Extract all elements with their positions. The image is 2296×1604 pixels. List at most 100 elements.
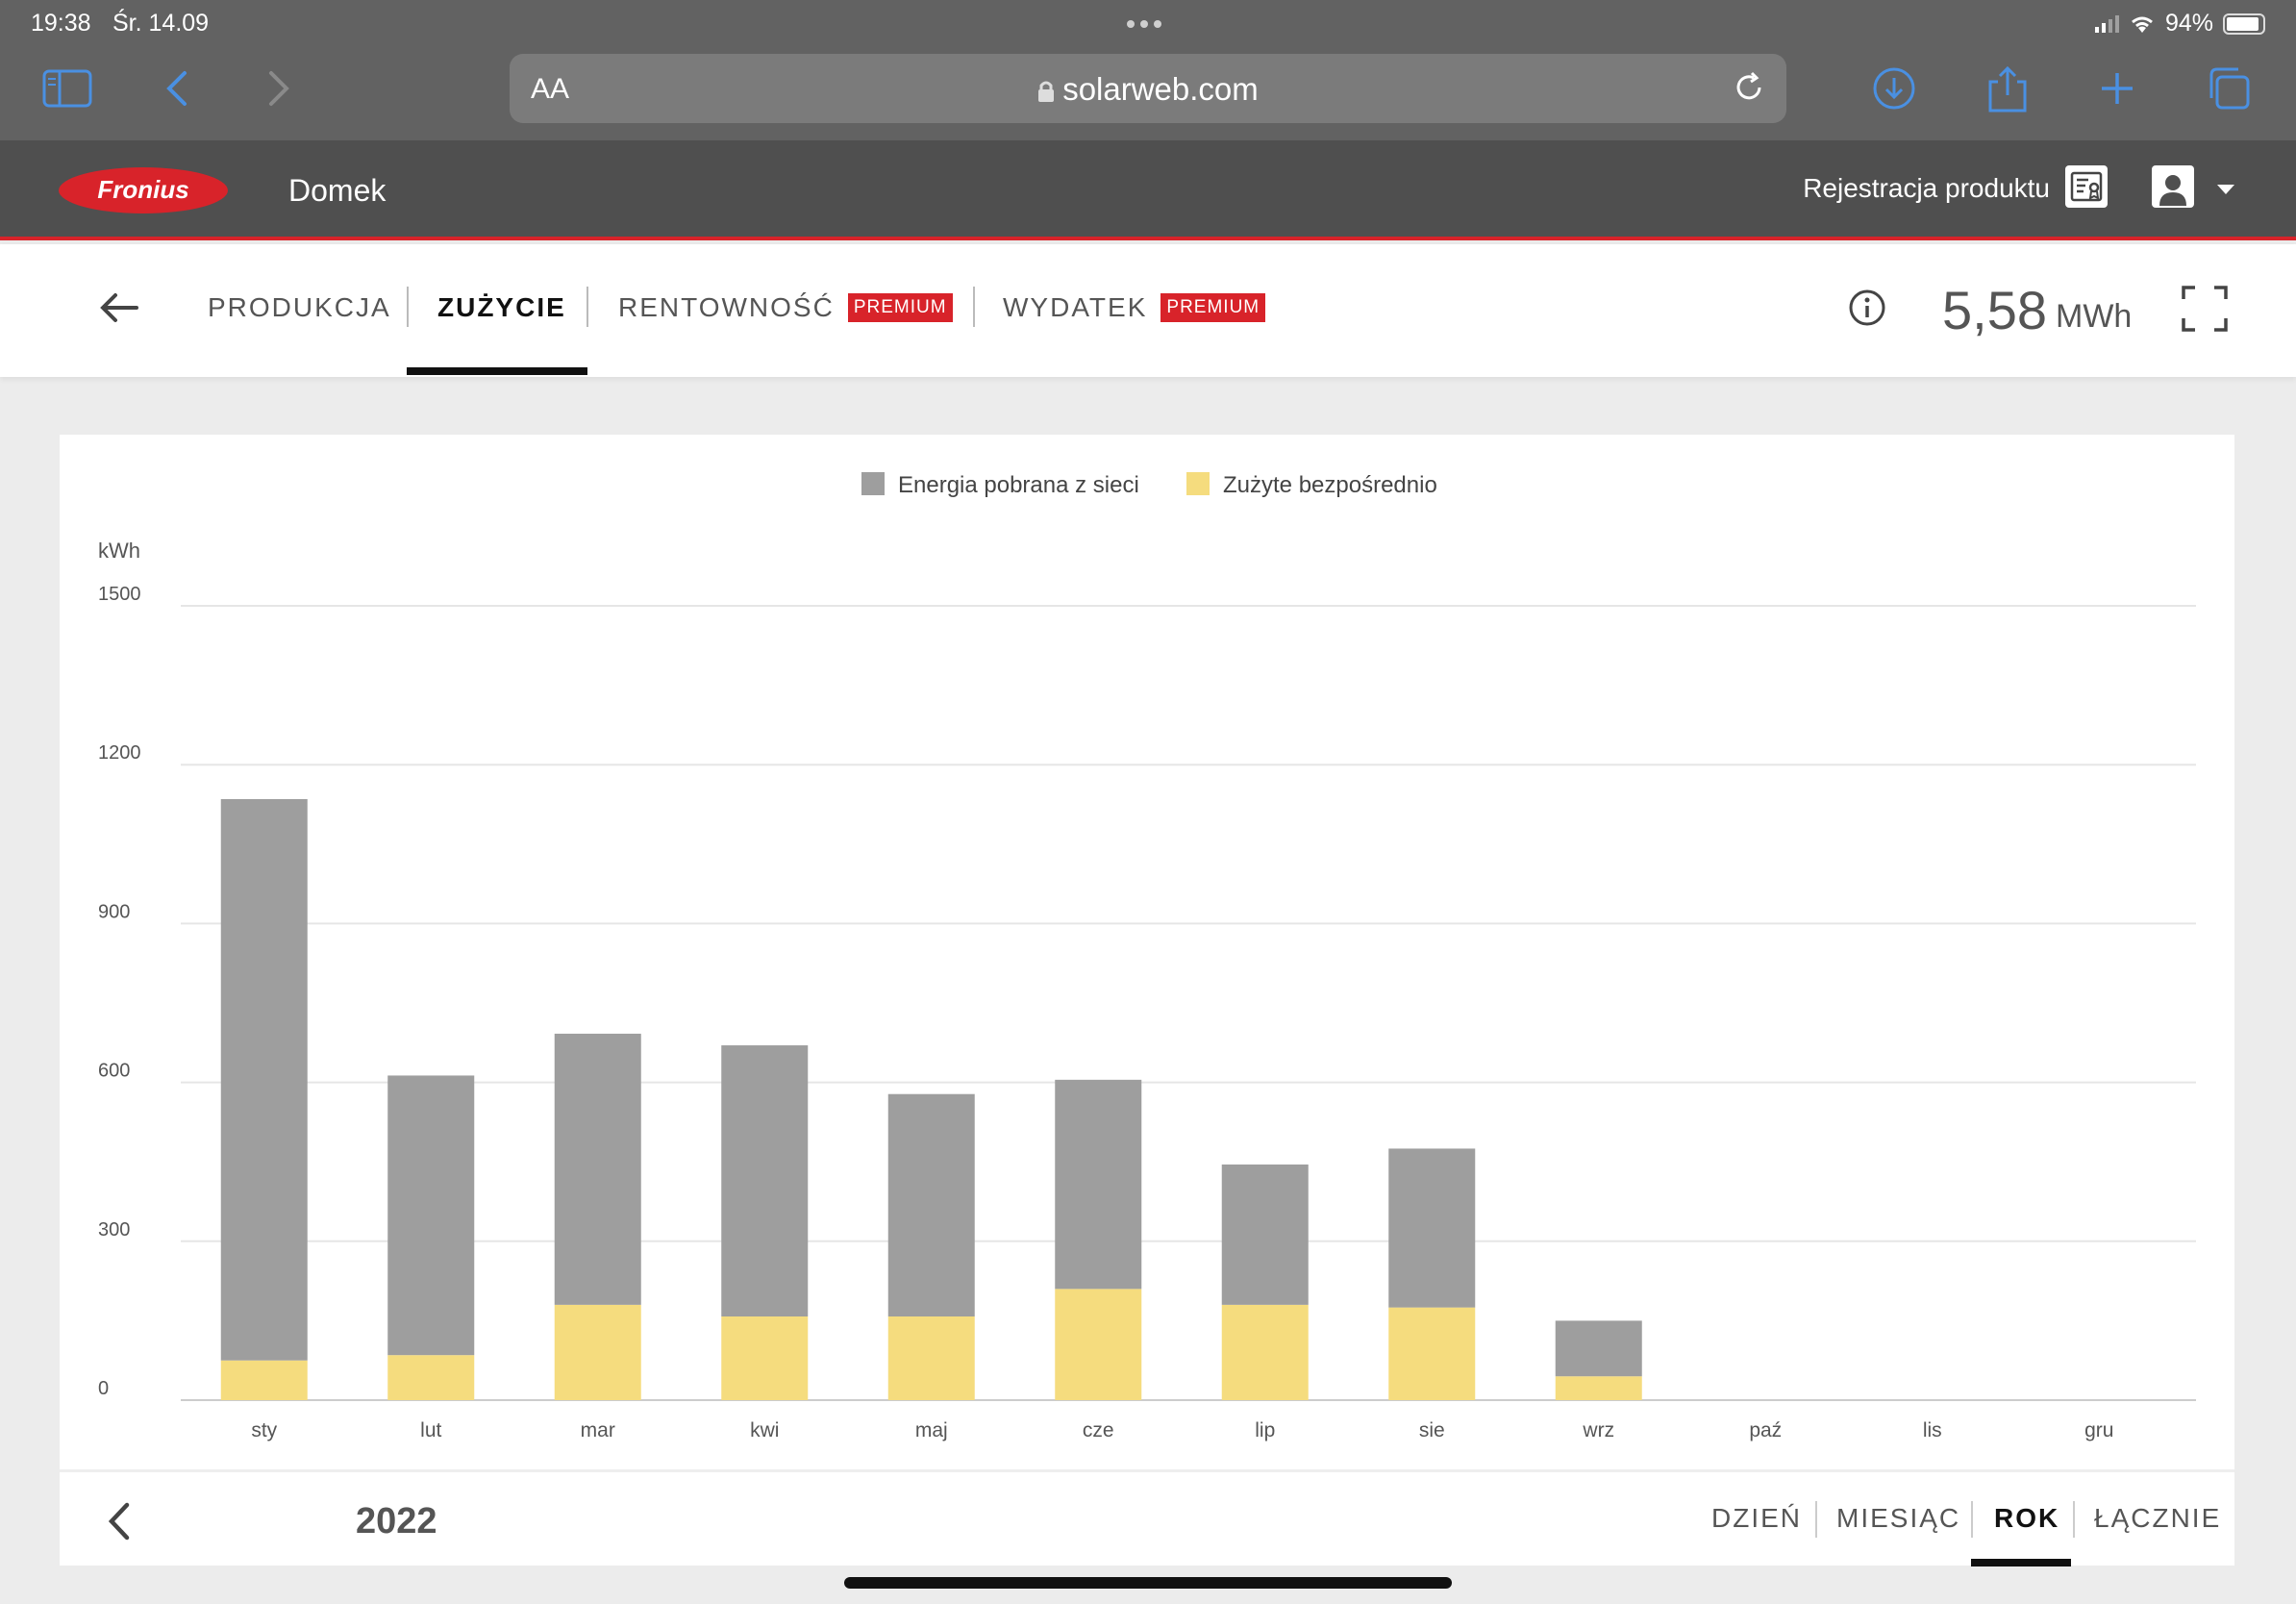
active-tab-underline (407, 367, 587, 375)
y-tick-label: 1200 (98, 742, 141, 764)
x-tick-label: maj (915, 1419, 948, 1441)
browser-back-icon[interactable] (150, 62, 204, 115)
reload-icon[interactable] (1731, 69, 1767, 106)
bar-segment-direct-use (387, 1355, 475, 1400)
wifi-icon (2132, 16, 2153, 33)
info-icon[interactable] (1848, 288, 1886, 327)
system-status: 94% (2094, 10, 2265, 38)
bar-segment-grid-import (387, 1075, 475, 1356)
tab-separator (973, 287, 975, 327)
bar-segment-grid-import (1555, 1320, 1642, 1377)
tab-separator (407, 287, 409, 327)
lock-icon (1038, 81, 1055, 103)
tab-wydatek[interactable]: WYDATEK PREMIUM (1003, 292, 1266, 323)
total-consumption-unit: MWh (2056, 298, 2133, 335)
x-tick-label: paź (1749, 1419, 1782, 1441)
x-tick-label: sty (251, 1419, 277, 1441)
period-miesiac[interactable]: MIESIĄC (1836, 1503, 1961, 1533)
tab-produkcja[interactable]: PRODUKCJA (208, 292, 391, 322)
fullscreen-icon[interactable] (2181, 285, 2229, 333)
bar-segment-grid-import (887, 1093, 975, 1316)
bar-segment-direct-use (887, 1316, 975, 1400)
back-arrow-icon[interactable] (94, 283, 144, 333)
bar-segment-direct-use (1388, 1307, 1476, 1400)
y-tick-label: 300 (98, 1219, 130, 1241)
x-tick-label: lip (1255, 1419, 1275, 1441)
legend-label: Energia pobrana z sieci (898, 472, 1139, 498)
url-text: solarweb.com (1062, 71, 1259, 107)
bar-segment-direct-use (721, 1316, 809, 1400)
tabs-overview-icon[interactable] (2202, 62, 2256, 115)
y-axis-unit-label: kWh (98, 539, 140, 563)
status-time: 19:38 (31, 10, 91, 37)
bar-segment-direct-use (554, 1304, 641, 1400)
legend-label: Zużyte bezpośrednio (1223, 472, 1437, 498)
bar-segment-direct-use (1221, 1304, 1309, 1400)
active-period-underline (1971, 1559, 2071, 1566)
bar-segment-grid-import (1221, 1164, 1309, 1305)
tab-wydatek-label: WYDATEK (1003, 292, 1148, 322)
selected-year: 2022 (356, 1501, 437, 1541)
browser-forward-icon[interactable] (252, 62, 306, 115)
user-avatar-icon[interactable] (2152, 165, 2194, 208)
new-tab-icon[interactable] (2090, 62, 2144, 115)
url-display[interactable]: solarweb.com (510, 71, 1786, 108)
cellular-signal-icon (2094, 14, 2119, 33)
period-lacznie[interactable]: ŁĄCZNIE (2094, 1503, 2222, 1533)
x-tick-label: kwi (750, 1419, 779, 1441)
downloads-icon[interactable] (1867, 62, 1921, 115)
tab-zuzycie[interactable]: ZUŻYCIE (437, 292, 566, 322)
product-registration-link[interactable]: Rejestracja produktu (1803, 173, 2050, 203)
text-size-button[interactable]: AA (531, 73, 570, 105)
address-bar[interactable]: AA solarweb.com (510, 54, 1786, 123)
tab-separator (586, 287, 588, 327)
certificate-icon[interactable] (2065, 165, 2108, 208)
period-dzien[interactable]: DZIEŃ (1711, 1503, 1802, 1533)
period-separator (2073, 1501, 2075, 1538)
browser-chrome: 19:38 Śr. 14.09 94% AA solarweb.com (0, 0, 2296, 140)
x-tick-label: mar (581, 1419, 615, 1441)
bar-segment-grid-import (554, 1033, 641, 1305)
period-separator (1971, 1501, 1973, 1538)
user-menu-caret-icon[interactable] (2217, 185, 2234, 194)
legend-swatch (861, 472, 885, 495)
bar-segment-grid-import (721, 1045, 809, 1316)
x-tick-label: cze (1083, 1419, 1114, 1441)
multitasking-dots-icon[interactable] (1127, 20, 1161, 28)
site-name[interactable]: Domek (288, 173, 387, 208)
tab-rentownosc-label: RENTOWNOŚĆ (618, 292, 835, 322)
x-tick-label: lut (420, 1419, 441, 1441)
share-icon[interactable] (1981, 62, 2034, 115)
fronius-logo[interactable]: Fronius (58, 166, 229, 214)
x-tick-label: lis (1923, 1419, 1942, 1441)
y-tick-label: 0 (98, 1378, 109, 1399)
consumption-chart: kWh 0 300 600 900 1200 1500 sty lut mar kwi maj cze l… (98, 472, 2196, 1441)
y-tick-label: 1500 (98, 584, 141, 605)
bar-segment-grid-import (220, 798, 308, 1361)
section-tab-bar: PRODUKCJA ZUŻYCIE RENTOWNOŚĆ PREMIUM WYDA… (0, 244, 2296, 377)
app-header: Fronius Domek Rejestracja produktu (0, 140, 2296, 240)
bar-segment-grid-import (1055, 1079, 1142, 1290)
bar-segment-direct-use (1555, 1376, 1642, 1400)
svg-text:Fronius: Fronius (97, 175, 188, 204)
y-tick-label: 900 (98, 901, 130, 922)
previous-period-icon[interactable] (96, 1497, 144, 1545)
chart-footer: 2022 DZIEŃ MIESIĄC ROK ŁĄCZNIE (60, 1469, 2234, 1566)
bar-segment-direct-use (1055, 1289, 1142, 1400)
x-tick-label: gru (2084, 1419, 2113, 1441)
premium-badge: PREMIUM (1160, 293, 1266, 322)
tab-rentownosc[interactable]: RENTOWNOŚĆ PREMIUM (618, 292, 953, 323)
chart-card: kWh 0 300 600 900 1200 1500 sty lut mar kwi maj cze l… (60, 435, 2234, 1566)
bar-segment-direct-use (220, 1360, 308, 1400)
status-date: Śr. 14.09 (112, 10, 210, 37)
period-rok[interactable]: ROK (1994, 1503, 2060, 1533)
x-tick-label: wrz (1582, 1419, 1614, 1441)
legend-swatch (1186, 472, 1210, 495)
bar-segment-grid-import (1388, 1148, 1476, 1308)
premium-badge: PREMIUM (847, 293, 953, 322)
x-tick-label: sie (1419, 1419, 1445, 1441)
home-indicator[interactable] (844, 1577, 1452, 1589)
sidebar-icon[interactable] (40, 62, 94, 115)
battery-icon (2223, 13, 2265, 35)
total-consumption-value: 5,58 (1942, 280, 2047, 340)
